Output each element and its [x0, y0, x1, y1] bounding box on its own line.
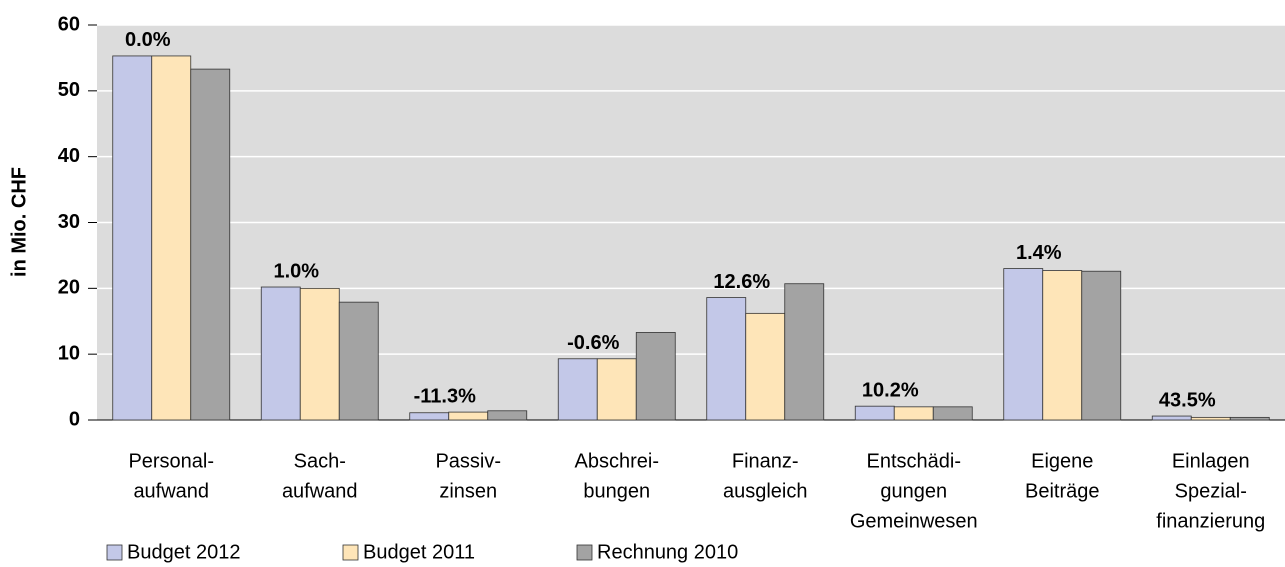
bar	[893, 406, 934, 421]
x-tick-label: Passiv-	[435, 450, 501, 472]
x-tick-label: bungen	[583, 480, 650, 502]
x-tick-label: aufwand	[282, 480, 358, 502]
bar	[487, 410, 528, 421]
legend-label: Rechnung 2010	[597, 541, 738, 563]
y-axis-label: in Mio. CHF	[8, 167, 30, 277]
bar	[635, 332, 676, 421]
x-tick-label: Finanz-	[732, 450, 799, 472]
x-tick-label: gungen	[880, 480, 947, 502]
bar	[932, 406, 973, 421]
legend-swatch	[342, 544, 359, 561]
x-tick-label: zinsen	[439, 480, 497, 502]
annotation: 43.5%	[1159, 389, 1216, 411]
y-tick-label: 30	[58, 211, 80, 233]
y-tick-label: 50	[58, 79, 80, 101]
bar	[260, 286, 301, 421]
bar	[596, 358, 637, 421]
bar	[112, 55, 153, 421]
y-tick-label: 10	[58, 342, 80, 364]
bar	[1151, 415, 1192, 421]
legend-swatch	[106, 544, 123, 561]
y-tick-label: 20	[58, 277, 80, 299]
legend-label: Budget 2011	[363, 541, 475, 563]
bar	[1003, 268, 1044, 421]
bar	[854, 405, 895, 421]
annotation: 1.4%	[1016, 242, 1062, 264]
y-tick-label: 0	[69, 408, 80, 430]
x-tick-label: Beiträge	[1025, 480, 1100, 502]
x-tick-label: Gemeinwesen	[850, 510, 978, 532]
bar	[338, 301, 379, 421]
x-tick-label: aufwand	[133, 480, 209, 502]
bar	[409, 412, 450, 421]
bar	[1081, 270, 1122, 421]
y-tick-label: 60	[58, 13, 80, 35]
bar	[299, 287, 340, 421]
bar	[1229, 416, 1270, 421]
x-tick-label: Einlagen	[1172, 450, 1250, 472]
bar	[557, 358, 598, 421]
bar	[706, 297, 747, 421]
bar	[151, 55, 192, 421]
bar	[448, 411, 489, 421]
annotation: -0.6%	[567, 332, 619, 354]
bar	[190, 68, 231, 421]
annotation: 12.6%	[713, 271, 770, 293]
annotation: 10.2%	[862, 379, 919, 401]
bar	[1190, 416, 1231, 421]
annotation: 0.0%	[125, 29, 171, 51]
bar	[1042, 270, 1083, 421]
x-tick-label: Personal-	[128, 450, 214, 472]
x-tick-label: Abschrei-	[575, 450, 659, 472]
annotation: 1.0%	[273, 260, 319, 282]
bar	[784, 283, 825, 421]
legend-label: Budget 2012	[127, 541, 240, 563]
y-tick-label: 40	[58, 145, 80, 167]
annotation: -11.3%	[414, 385, 476, 407]
x-tick-label: Eigene	[1031, 450, 1093, 472]
x-tick-label: ausgleich	[723, 480, 808, 502]
x-tick-label: Spezial-	[1175, 480, 1247, 502]
x-tick-label: Entschädi-	[867, 450, 962, 472]
x-tick-label: Sach-	[294, 450, 346, 472]
legend-swatch	[576, 544, 593, 561]
bar	[745, 312, 786, 421]
x-tick-label: finanzierung	[1156, 510, 1265, 532]
